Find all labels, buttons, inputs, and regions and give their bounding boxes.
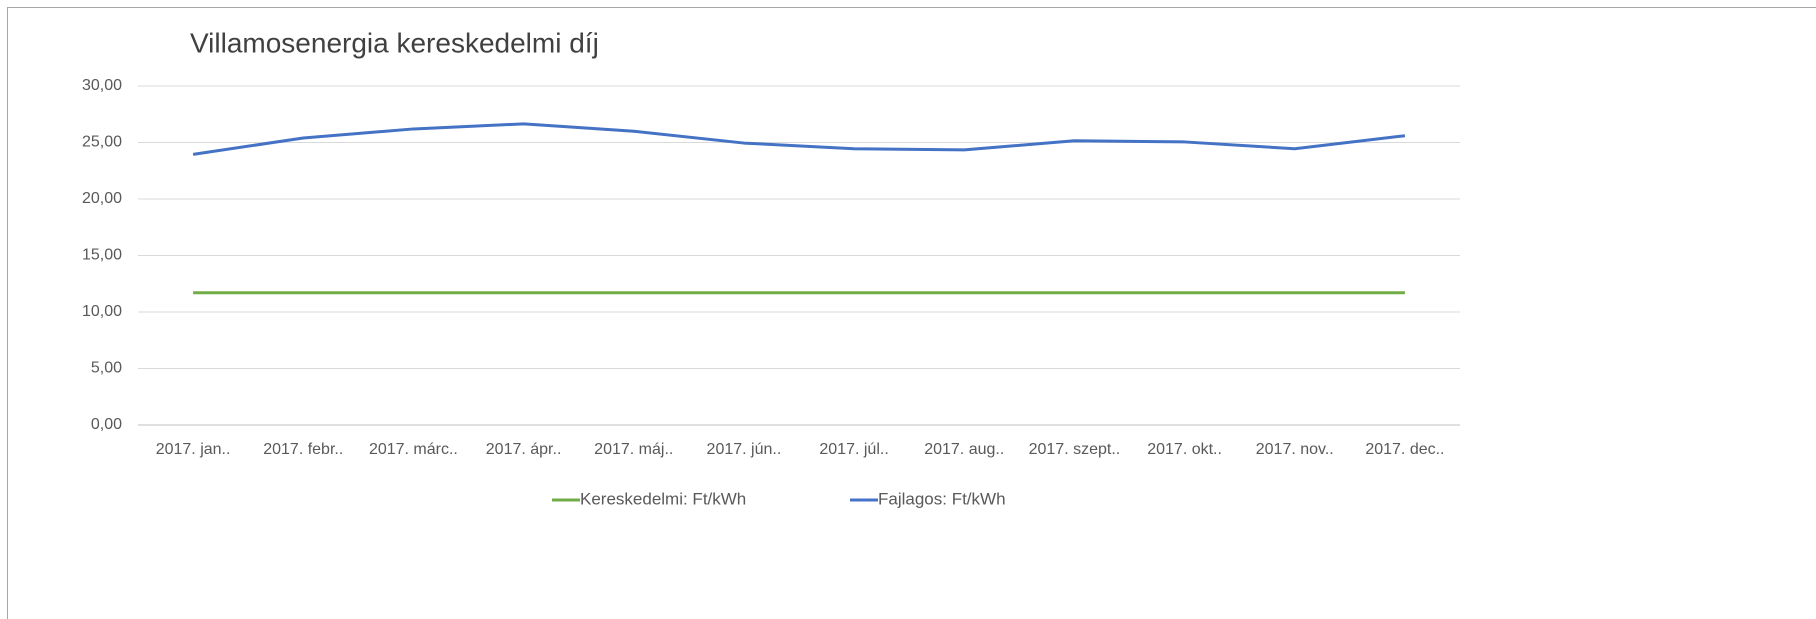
x-tick-label: 2017. jún.. <box>707 441 782 458</box>
chart-border <box>7 7 1816 619</box>
y-tick-label: 0,00 <box>91 416 122 433</box>
x-tick-label: 2017. okt.. <box>1147 441 1222 458</box>
legend-label: Kereskedelmi: Ft/kWh <box>580 489 746 508</box>
x-tick-label: 2017. nov.. <box>1256 441 1334 458</box>
y-tick-label: 25,00 <box>82 134 122 151</box>
y-tick-label: 30,00 <box>82 77 122 94</box>
x-tick-label: 2017. dec.. <box>1365 441 1444 458</box>
x-tick-label: 2017. febr.. <box>263 441 343 458</box>
x-tick-label: 2017. júl.. <box>819 441 888 458</box>
chart-title: Villamosenergia kereskedelmi díj <box>190 27 599 58</box>
x-tick-label: 2017. márc.. <box>369 441 458 458</box>
legend-label: Fajlagos: Ft/kWh <box>878 489 1006 508</box>
y-tick-label: 20,00 <box>82 190 122 207</box>
y-tick-label: 10,00 <box>82 303 122 320</box>
x-tick-label: 2017. jan.. <box>156 441 231 458</box>
y-tick-label: 15,00 <box>82 247 122 264</box>
x-tick-label: 2017. szept.. <box>1029 441 1121 458</box>
x-tick-label: 2017. ápr.. <box>486 441 562 458</box>
series-line <box>192 122 1406 156</box>
y-tick-label: 5,00 <box>91 360 122 377</box>
x-tick-label: 2017. aug.. <box>924 441 1004 458</box>
x-tick-label: 2017. máj.. <box>594 441 673 458</box>
